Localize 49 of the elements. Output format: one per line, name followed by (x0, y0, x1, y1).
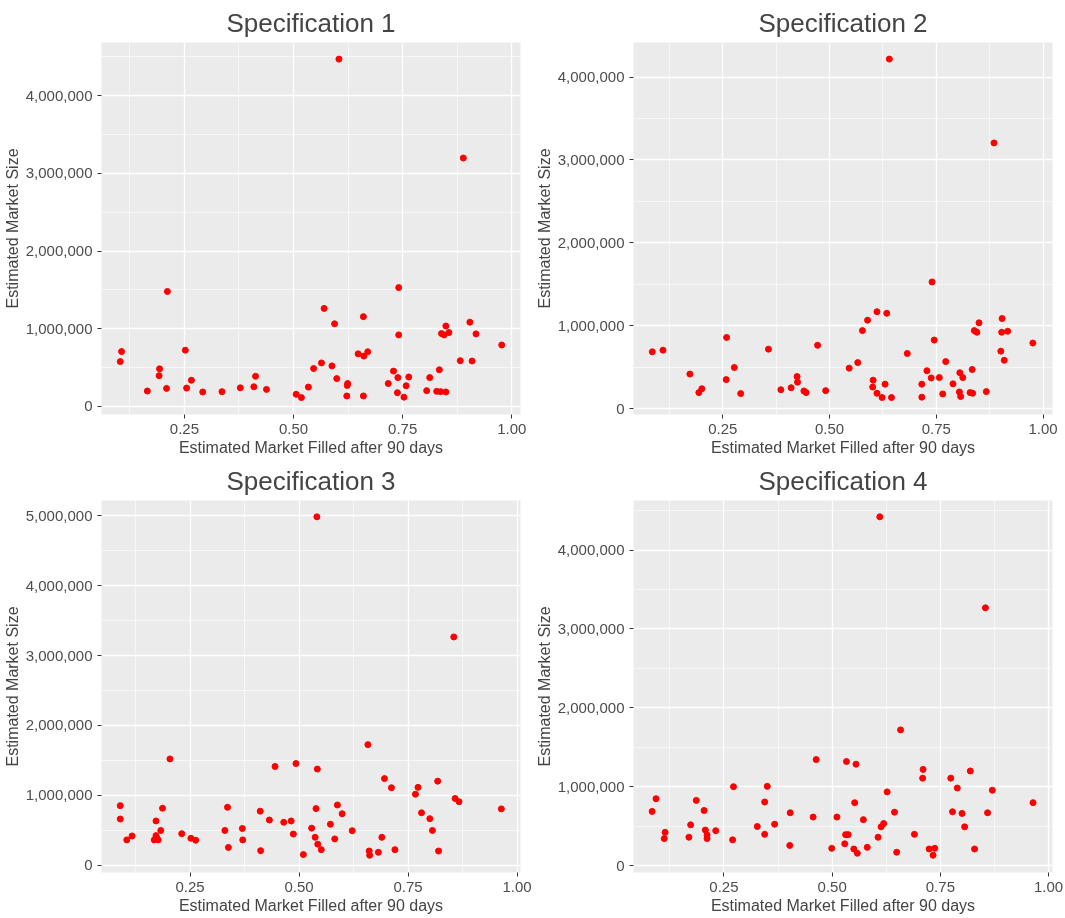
x-tick-label: 0.75 (921, 419, 951, 437)
x-tick-label: 0.75 (388, 419, 418, 437)
x-tick-label: 0.50 (814, 419, 845, 437)
y-tick-label: 2,000,000 (25, 242, 93, 260)
y-tick-label: 4,000,000 (557, 68, 625, 86)
y-tick-label: 4,000,000 (25, 86, 93, 104)
y-tick-label: 1,000,000 (25, 786, 93, 804)
y-tick-label: 1,000,000 (25, 319, 93, 337)
chart-title: Specification 2 (758, 7, 928, 38)
y-tick-label: 2,000,000 (557, 233, 625, 251)
x-axis-title: Estimated Market Filled after 90 days (178, 896, 444, 914)
y-tick-label: 0 (616, 856, 625, 874)
x-axis-title: Estimated Market Filled after 90 days (178, 438, 444, 456)
x-tick-label: 1.00 (1034, 877, 1064, 895)
x-tick-label: 0.25 (709, 877, 739, 895)
y-tick-label: 3,000,000 (25, 164, 93, 182)
y-tick-label: 1,000,000 (557, 777, 625, 795)
x-tick-label: 1.00 (1028, 419, 1058, 437)
y-tick-label: 2,000,000 (557, 698, 625, 716)
y-tick-label: 2,000,000 (25, 716, 93, 734)
x-axis-title: Estimated Market Filled after 90 days (710, 438, 976, 456)
y-axis-title: Estimated Market Size (3, 606, 21, 767)
chart-title: Specification 1 (226, 7, 396, 38)
y-tick-label: 3,000,000 (25, 646, 93, 664)
x-axis-title: Estimated Market Filled after 90 days (710, 896, 976, 914)
y-tick-label: 3,000,000 (557, 150, 625, 168)
x-tick-label: 0.75 (393, 877, 423, 895)
x-tick-label: 0.75 (925, 877, 955, 895)
x-tick-label: 0.25 (708, 419, 738, 437)
y-axis-title: Estimated Market Size (535, 606, 553, 767)
y-tick-label: 1,000,000 (557, 316, 625, 334)
y-tick-label: 4,000,000 (557, 541, 625, 559)
x-tick-label: 1.00 (502, 877, 532, 895)
x-tick-label: 0.25 (169, 419, 200, 437)
y-tick-label: 0 (84, 856, 93, 874)
y-tick-label: 5,000,000 (25, 506, 93, 524)
chart-title: Specification 4 (758, 465, 928, 496)
x-tick-label: 0.25 (175, 877, 205, 895)
x-tick-label: 0.50 (284, 877, 314, 895)
y-axis-title: Estimated Market Size (3, 148, 21, 309)
x-tick-label: 0.50 (278, 419, 309, 437)
y-tick-label: 0 (84, 397, 93, 415)
x-tick-label: 0.50 (817, 877, 847, 895)
y-axis-title: Estimated Market Size (535, 148, 553, 309)
x-tick-label: 1.00 (497, 419, 527, 437)
y-tick-label: 0 (616, 399, 625, 417)
y-tick-label: 3,000,000 (557, 620, 625, 637)
y-tick-label: 4,000,000 (25, 576, 93, 594)
chart-title: Specification 3 (226, 465, 396, 496)
